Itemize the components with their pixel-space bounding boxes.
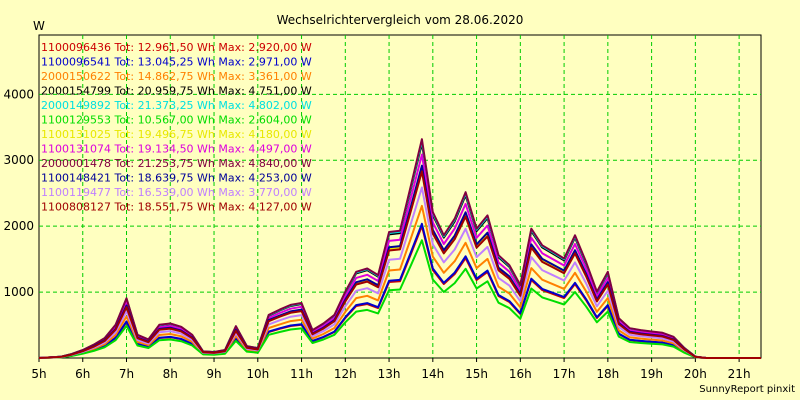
series-line-1 [38, 222, 761, 359]
plot-area-frame [38, 34, 762, 359]
series-line-5 [38, 239, 761, 359]
y-tick-label-2: 3000 [3, 153, 34, 167]
y-tick-label-3: 4000 [3, 87, 34, 101]
x-tick-label-9: 14h [421, 367, 444, 381]
x-tick-label-8: 13h [378, 367, 401, 381]
legend-entry-0: 1100096436 Tot: 12.961,50 Wh Max: 2.920,… [41, 41, 312, 54]
y-axis-ticks: 1000 2000 3000 4000 [3, 87, 34, 299]
legend-entry-11: 1100808127 Tot: 18.551,75 Wh Max: 4.127,… [41, 201, 312, 214]
y-axis-label: W [33, 19, 45, 33]
series-line-8 [38, 138, 761, 359]
x-tick-label-5: 10h [246, 367, 269, 381]
series-line-2 [38, 204, 761, 359]
x-tick-label-10: 15h [465, 367, 488, 381]
x-tick-label-4: 9h [206, 367, 221, 381]
x-tick-label-6: 11h [290, 367, 313, 381]
y-tick-label-0: 1000 [3, 285, 34, 299]
x-tick-label-13: 18h [596, 367, 619, 381]
x-tick-label-2: 7h [119, 367, 134, 381]
x-tick-label-14: 19h [640, 367, 663, 381]
y-tick-label-1: 2000 [3, 219, 34, 233]
legend-entry-10: 1100119477 Tot: 16.539,00 Wh Max: 3.770,… [41, 186, 312, 199]
legend-entry-5: 1100129553 Tot: 10.567,00 Wh Max: 2.604,… [41, 114, 312, 127]
series-line-11 [38, 170, 761, 359]
series-lines [38, 138, 761, 359]
x-tick-label-15: 20h [684, 367, 707, 381]
x-tick-label-7: 12h [334, 367, 357, 381]
series-line-10 [38, 186, 761, 359]
legend-entry-8: 2000001478 Tot: 21.253,75 Wh Max: 4.840,… [41, 157, 312, 170]
x-tick-label-16: 21h [728, 367, 751, 381]
x-axis-ticks: 5h 6h 7h 8h 9h 10h 11h 12h 13h 14h 15h 16h 17h 18h 19h… [31, 358, 751, 381]
legend-entry-2: 2000150622 Tot: 14.862,75 Wh Max: 3.361,… [41, 70, 312, 83]
legend-entry-3: 2000154799 Tot: 20.959,75 Wh Max: 4.751,… [41, 85, 312, 98]
x-tick-label-1: 6h [75, 367, 90, 381]
x-tick-label-11: 16h [509, 367, 532, 381]
legend-entry-4: 2000149892 Tot: 21.373,25 Wh Max: 4.802,… [41, 99, 312, 112]
series-line-7 [38, 153, 761, 359]
legend-entry-1: 1100096541 Tot: 13.045,25 Wh Max: 2.971,… [41, 56, 312, 69]
x-tick-label-3: 8h [163, 367, 178, 381]
legend: 1100096436 Tot: 12.961,50 Wh Max: 2.920,… [41, 41, 312, 214]
legend-entry-6: 1100131025 Tot: 19.496,75 Wh Max: 4.180,… [41, 128, 312, 141]
x-tick-label-12: 17h [553, 367, 576, 381]
x-tick-label-0: 5h [31, 367, 46, 381]
footer-credit: SunnyReport pinxit [699, 384, 795, 395]
chart-title: Wechselrichtervergleich vom 28.06.2020 [277, 13, 524, 27]
legend-entry-9: 1100148421 Tot: 18.639,75 Wh Max: 4.253,… [41, 172, 312, 185]
legend-entry-7: 1100131074 Tot: 19.134,50 Wh Max: 4.497,… [41, 143, 312, 156]
